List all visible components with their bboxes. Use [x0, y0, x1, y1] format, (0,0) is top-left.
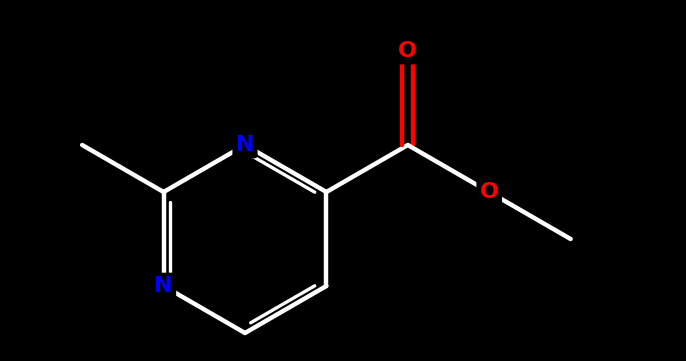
Text: O: O [480, 182, 499, 202]
Text: N: N [236, 135, 255, 155]
Text: O: O [399, 41, 417, 61]
Text: N: N [154, 276, 173, 296]
